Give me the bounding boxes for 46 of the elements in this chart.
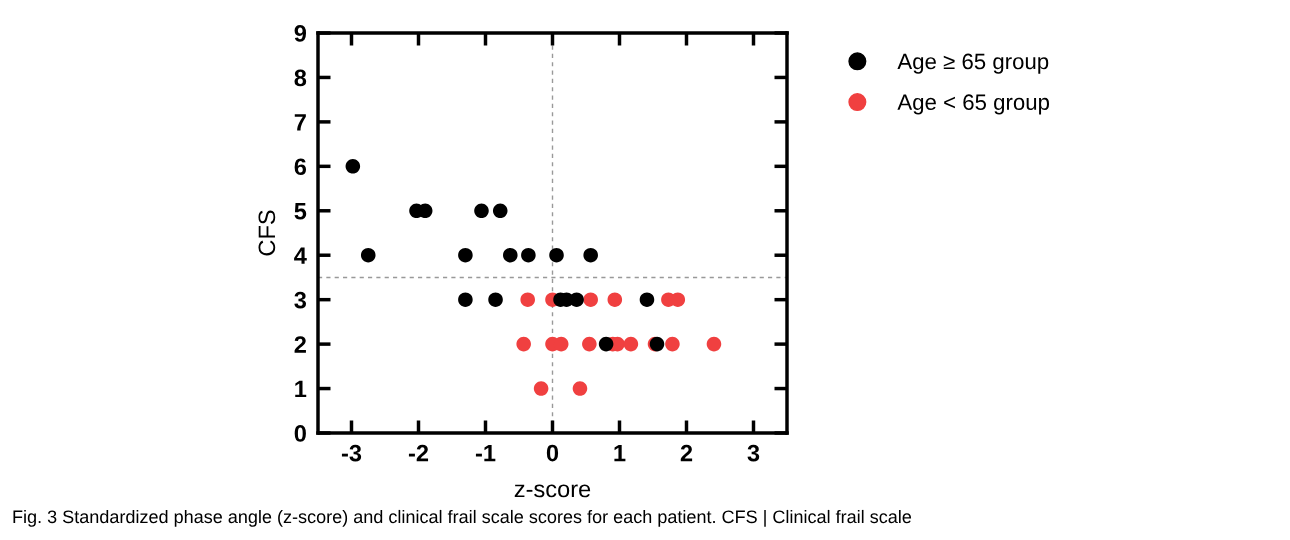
point — [623, 336, 639, 352]
x-tick-label: -3 — [341, 444, 362, 462]
x-tick-label: 2 — [680, 444, 693, 462]
point — [607, 292, 623, 307]
point — [665, 336, 680, 352]
point — [549, 247, 564, 263]
legend-label: Age ≥ 65 group — [897, 53, 1049, 74]
legend-label: Age < 65 group — [897, 94, 1050, 115]
point — [521, 247, 536, 263]
y-tick-label: 7 — [294, 114, 306, 131]
x-tick-label: 0 — [546, 444, 559, 462]
point — [520, 292, 535, 307]
point — [503, 247, 518, 263]
y-tick-label: 1 — [295, 380, 307, 398]
y-tick-label: 2 — [294, 336, 306, 353]
y-tick-label: 4 — [294, 247, 307, 264]
point — [360, 247, 376, 263]
caption: Fig. 3 Standardized phase angle (z-score) and clinical frail scale scores for each patient. CFS | Clinical frail scale — [13, 509, 912, 527]
point — [706, 336, 722, 352]
y-tick-label: 8 — [294, 69, 307, 87]
point — [488, 292, 503, 307]
point — [345, 159, 361, 174]
y-tick-label: 5 — [294, 203, 307, 220]
y-tick-label: 9 — [294, 25, 307, 42]
y-tick-label: 6 — [294, 158, 307, 176]
x-tick-label: -1 — [475, 444, 496, 462]
point — [474, 203, 489, 219]
y-tick-label: 3 — [294, 291, 307, 309]
point — [533, 381, 549, 396]
point — [639, 292, 655, 307]
point — [492, 203, 508, 219]
point — [516, 336, 531, 352]
x-tick-label: 1 — [614, 444, 626, 462]
y-tick-label: 0 — [294, 425, 306, 442]
point — [583, 247, 598, 263]
x-axis-title: z-score — [514, 484, 591, 498]
x-tick-label: 3 — [747, 444, 760, 462]
point — [569, 292, 584, 307]
point — [458, 247, 473, 263]
point — [582, 336, 597, 352]
x-tick-label: -2 — [408, 444, 429, 462]
point — [572, 381, 588, 396]
y-axis-title: CFS — [258, 210, 276, 256]
point — [583, 292, 598, 307]
point — [598, 336, 614, 352]
point — [458, 292, 473, 307]
